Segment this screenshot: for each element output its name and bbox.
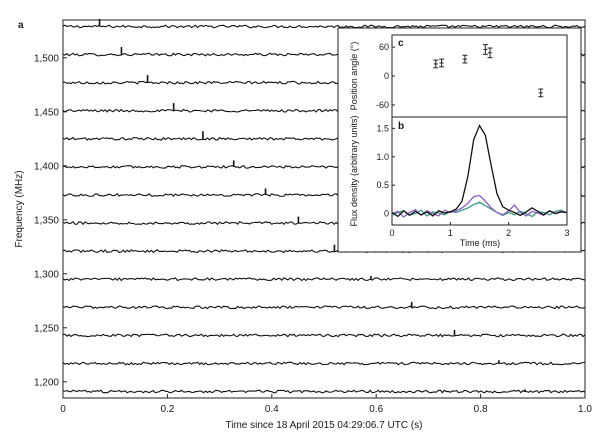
panel-b-y-axis-label: Flux density (arbitrary units): [349, 115, 359, 226]
y-tick-label: 1,350: [34, 215, 59, 226]
main-plot-frame: [62, 19, 586, 399]
position-angle-point: [433, 59, 439, 69]
panel-letter-b: b: [398, 121, 404, 132]
main-x-axis-label: Time since 18 April 2015 04:29:06.7 UTC …: [226, 420, 423, 431]
panel-c-y-axis-label: Position angle (°): [349, 42, 359, 111]
dispersed-pulses: [98, 18, 526, 392]
channel-trace: [62, 24, 586, 29]
panel-b-x-tick-label: 0: [389, 228, 394, 238]
x-tick-label: 0.6: [369, 404, 383, 415]
x-tick-label: 0.4: [265, 404, 279, 415]
position-angle-point: [487, 47, 493, 59]
panel-b-profiles: [391, 124, 568, 218]
y-tick-label: 1,450: [34, 107, 59, 118]
channel-trace: [62, 389, 586, 394]
panel-b-y-tick-label: 1.0: [376, 152, 389, 162]
panel-c-y-tick-label: 0: [384, 71, 389, 81]
position-angle-point: [538, 88, 544, 98]
y-tick-label: 1,500: [34, 53, 59, 64]
position-angle-point: [462, 54, 468, 64]
panel-c-y-ticks: 60 0 -60: [376, 42, 395, 110]
panel-c-points: [433, 44, 544, 98]
position-angle-point: [482, 44, 488, 55]
inset-background: [337, 27, 582, 253]
panel-b-x-tick-label: 2: [506, 228, 511, 238]
y-tick-label: 1,300: [34, 269, 59, 280]
channel-trace: [62, 305, 586, 310]
y-axis-ticks: 1,200 1,250 1,300 1,350 1,400 1,450 1,500: [34, 53, 67, 388]
flux-profile-line: [391, 124, 568, 218]
panel-b-y-tick-label: 0.5: [376, 180, 389, 190]
y-tick-label: 1,200: [34, 377, 59, 388]
y-tick-label: 1,400: [34, 161, 59, 172]
channel-trace: [62, 277, 586, 282]
panel-c-y-tick-label: 60: [379, 42, 389, 52]
panel-b-frame: [391, 116, 568, 226]
x-axis-ticks: 0 0.2 0.4 0.6 0.8 1.0: [60, 394, 592, 415]
x-tick-label: 0: [60, 404, 66, 415]
panel-b-y-tick-label: 0: [384, 209, 389, 219]
channel-trace: [62, 361, 586, 366]
panel-b-x-ticks: 0 1 2 3: [389, 222, 570, 238]
x-tick-label: 1.0: [578, 404, 592, 415]
panel-b-x-axis-label: Time (ms): [460, 238, 500, 248]
x-tick-label: 0.2: [160, 404, 174, 415]
main-y-axis-label: Frequency (MHz): [14, 170, 25, 247]
panel-letter-a: a: [18, 20, 24, 31]
panel-b-x-tick-label: 3: [564, 228, 569, 238]
inset-panels: c 60 0 -60 Position angle (°) b 0 0.5 1.0 1.5…: [337, 27, 582, 253]
panel-c-y-tick-label: -60: [376, 100, 389, 110]
y-tick-label: 1,250: [34, 323, 59, 334]
panel-b-y-tick-label: 1.5: [376, 123, 389, 133]
panel-letter-c: c: [398, 38, 404, 49]
position-angle-point: [439, 58, 445, 68]
x-tick-label: 0.8: [474, 404, 488, 415]
channel-trace: [62, 333, 586, 338]
panel-b-x-tick-label: 1: [448, 228, 453, 238]
